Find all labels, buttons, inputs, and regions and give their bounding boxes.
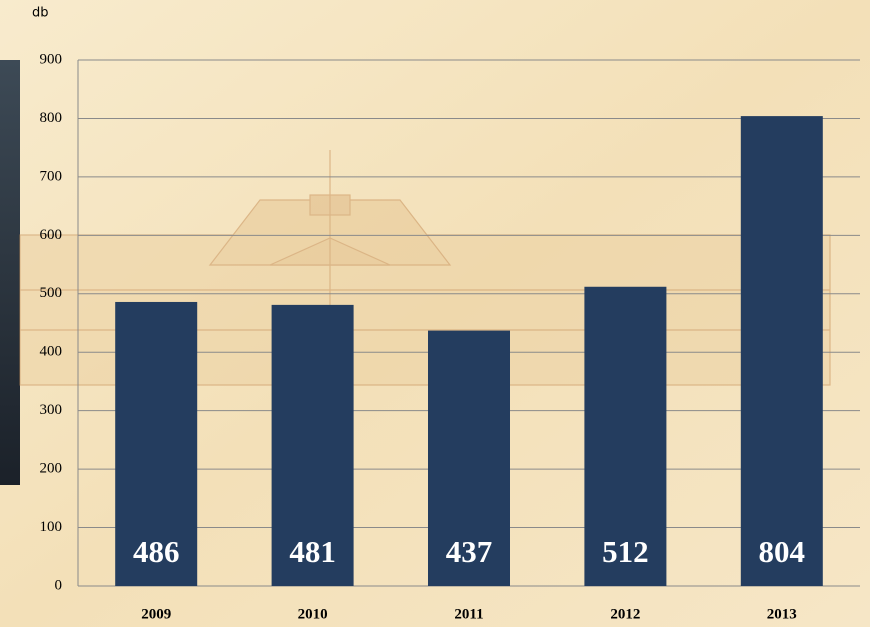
y-tick-label: 100	[40, 519, 63, 535]
value-label: 804	[759, 534, 806, 569]
photo-strip	[0, 60, 20, 485]
bar	[271, 304, 354, 586]
y-tick-label: 300	[40, 402, 63, 418]
bar	[740, 116, 823, 587]
y-tick-label: 400	[40, 344, 63, 360]
y-tick-label: 200	[40, 461, 63, 477]
y-tick-label: 0	[55, 577, 63, 593]
value-label: 481	[289, 534, 336, 569]
y-axis-unit: db	[32, 6, 49, 21]
y-tick-label: 800	[40, 110, 63, 126]
y-tick-label: 700	[40, 168, 63, 184]
bar	[584, 286, 667, 586]
x-tick-label: 2011	[454, 606, 483, 622]
x-tick-label: 2012	[610, 606, 640, 622]
bar	[115, 301, 198, 586]
y-tick-label: 900	[40, 51, 63, 67]
y-tick-label: 500	[40, 285, 63, 301]
x-tick-label: 2009	[141, 606, 171, 622]
x-tick-label: 2013	[767, 606, 797, 622]
bar	[428, 330, 510, 586]
value-label: 486	[133, 534, 180, 569]
value-label: 437	[446, 534, 493, 569]
value-label: 512	[602, 534, 649, 569]
x-tick-label: 2010	[298, 606, 328, 622]
y-tick-label: 600	[40, 227, 63, 243]
